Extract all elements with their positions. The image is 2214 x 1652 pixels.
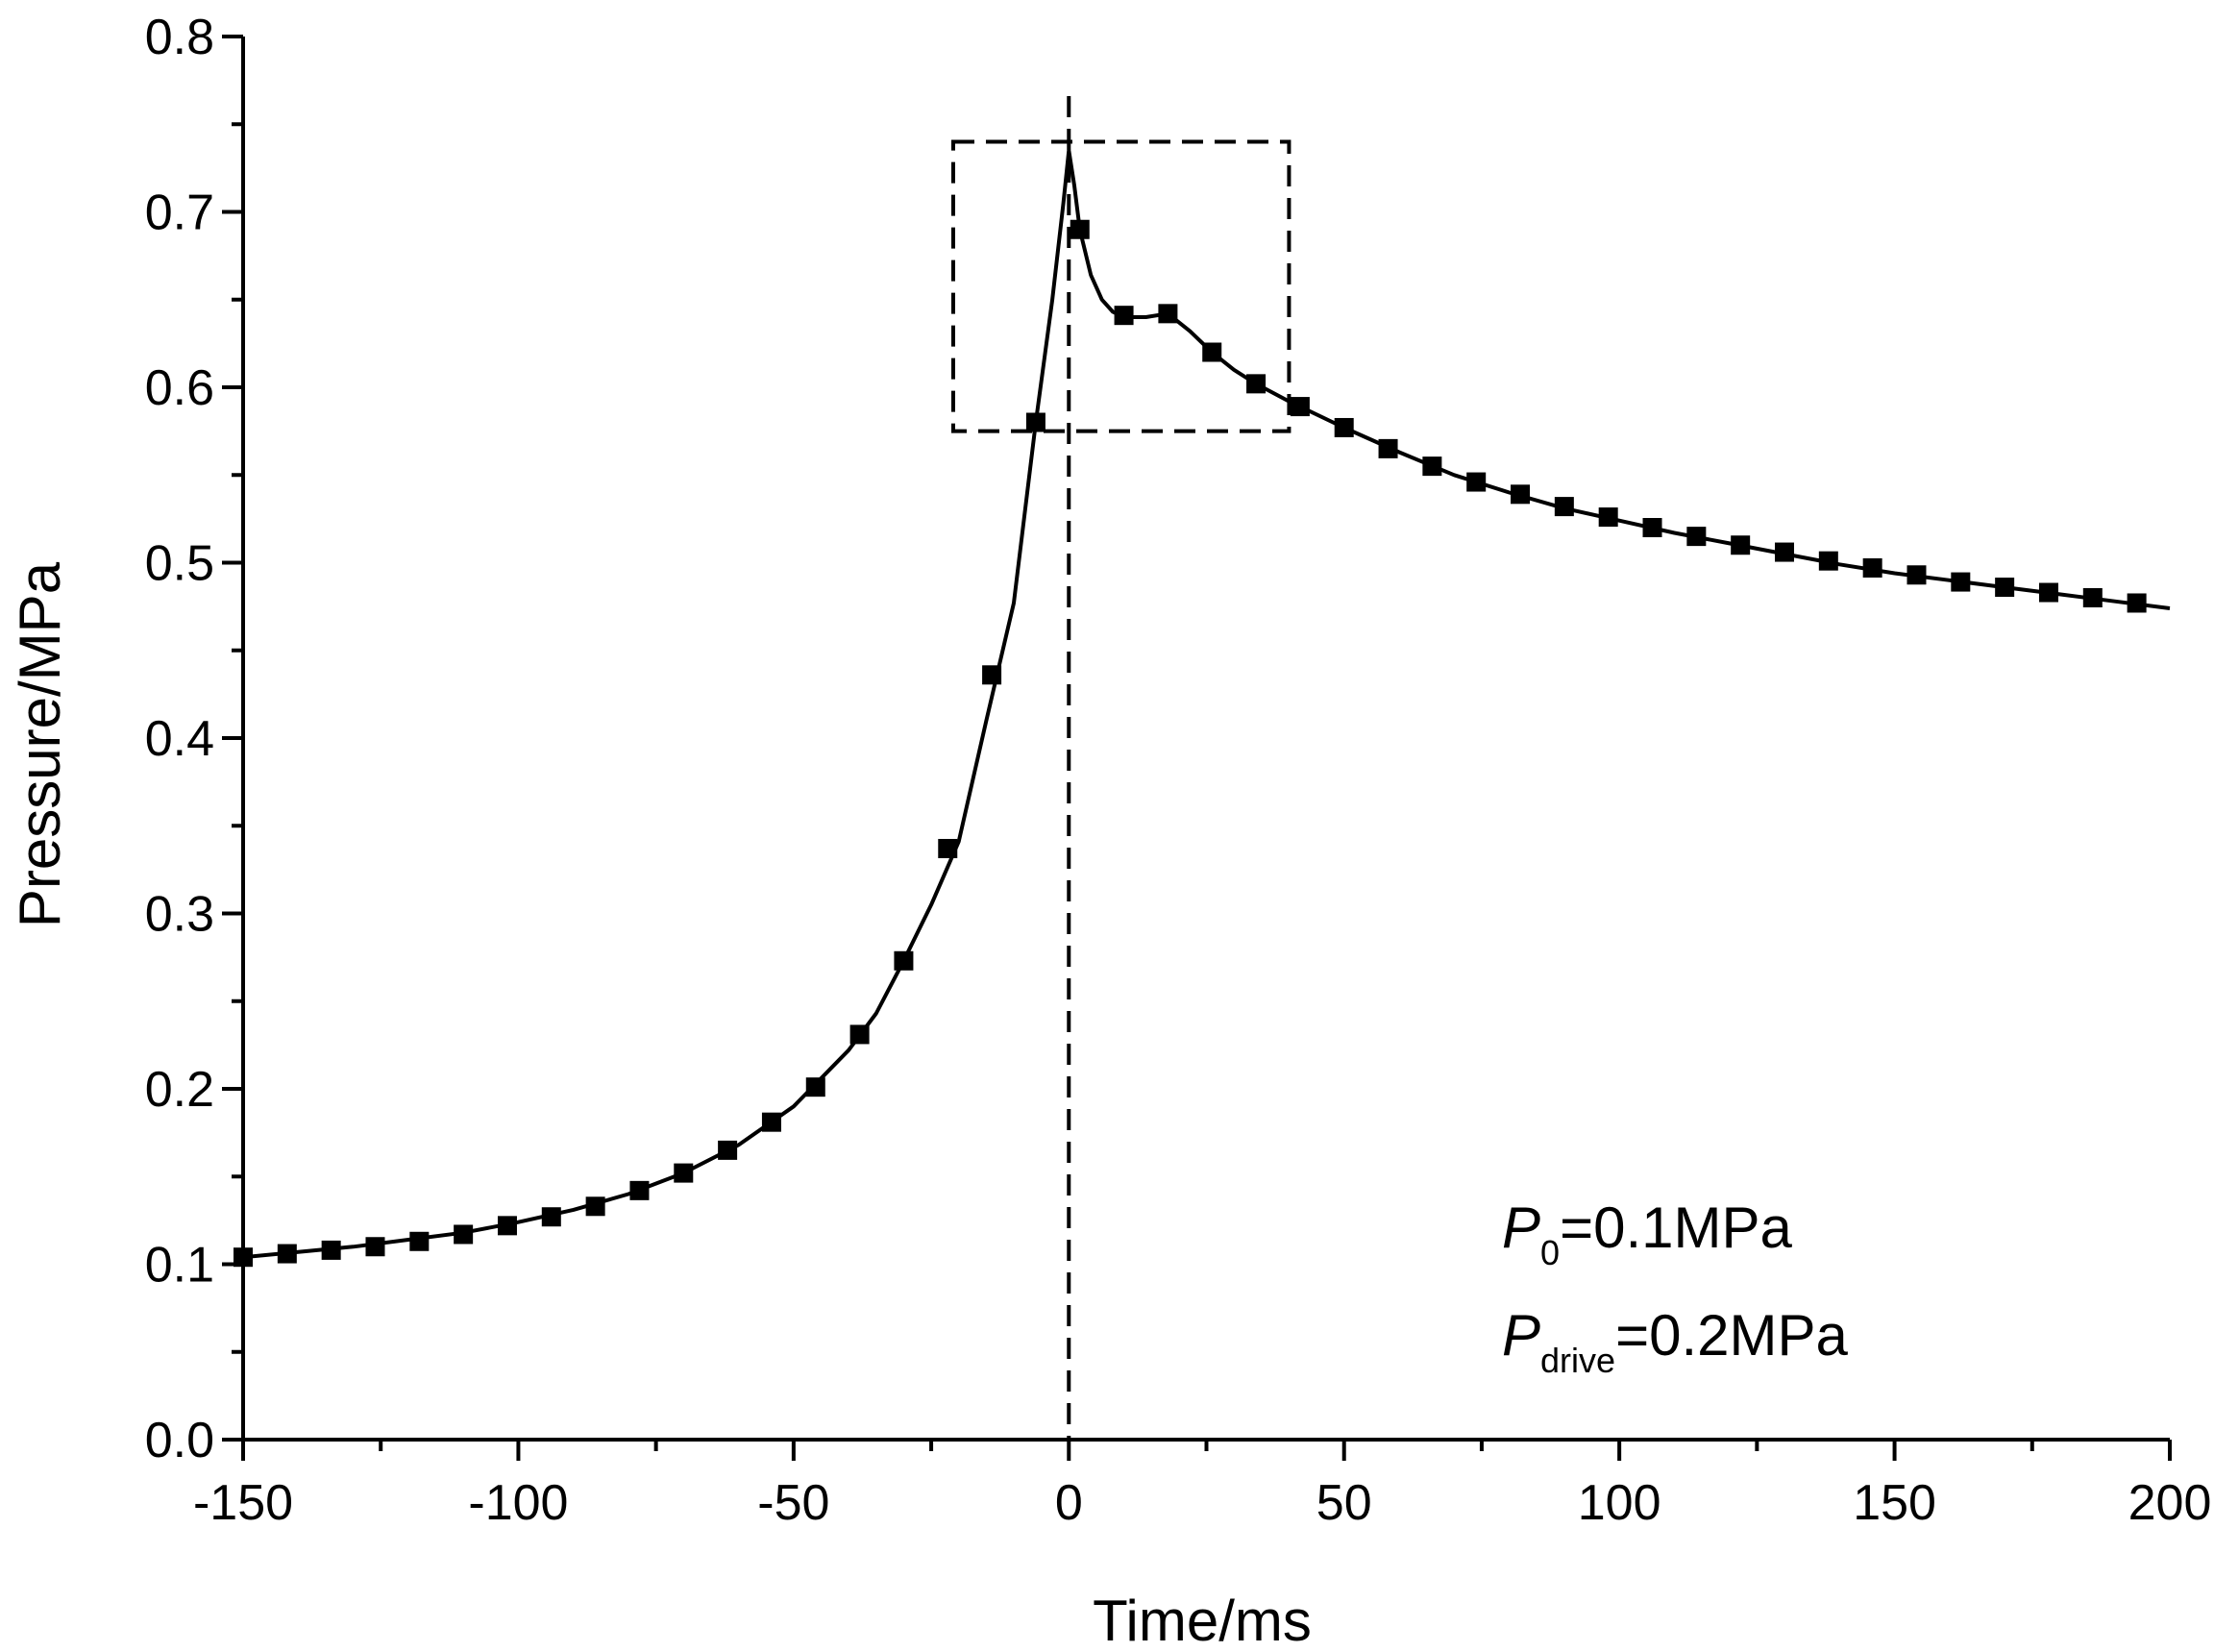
data-point-marker	[365, 1237, 385, 1257]
annotation-pdrive-subscript: drive	[1540, 1341, 1615, 1380]
annotation-pdrive-symbol: P	[1502, 1303, 1540, 1368]
data-point-marker	[1642, 518, 1662, 537]
data-point-marker	[894, 950, 914, 971]
data-point-marker	[234, 1247, 253, 1268]
x-axis-ticks: -150 -100 -50 0 50 100 150 200	[193, 1440, 2211, 1531]
annotation-pdrive-value: =0.2MPa	[1615, 1303, 1848, 1368]
y-tick-label: 0.8	[145, 10, 214, 65]
highlight-box	[950, 139, 1292, 433]
data-point-marker	[2127, 593, 2147, 613]
data-point-marker	[1951, 572, 1971, 592]
x-tick-label: 150	[1853, 1475, 1936, 1531]
data-point-marker	[1290, 397, 1310, 417]
y-axis-title: Pressure/MPa	[8, 561, 72, 927]
y-tick-label: 0.6	[145, 360, 214, 416]
x-axis-title: Time/ms	[1093, 1589, 1312, 1652]
data-point-marker	[1511, 484, 1531, 505]
x-tick-label: -150	[193, 1475, 293, 1531]
y-tick-label: 0.3	[145, 887, 214, 943]
y-tick-label: 0.1	[145, 1238, 214, 1294]
data-point-marker	[718, 1140, 738, 1160]
data-point-marker	[1995, 578, 2015, 598]
data-point-marker	[1906, 565, 1927, 585]
annotation-pdrive: Pdrive=0.2MPa	[1502, 1303, 1849, 1380]
data-point-marker	[1246, 374, 1267, 394]
data-point-marker	[849, 1024, 870, 1045]
y-tick-label: 0.7	[145, 185, 214, 241]
data-point-marker	[2082, 588, 2103, 607]
pressure-series-line	[242, 148, 2171, 1260]
data-point-marker	[454, 1224, 474, 1245]
data-point-marker	[1731, 535, 1751, 555]
data-point-marker	[277, 1244, 297, 1264]
data-point-marker	[1598, 507, 1618, 528]
data-point-marker	[1422, 456, 1442, 477]
data-point-marker	[1070, 219, 1090, 239]
x-tick-label: 100	[1578, 1475, 1661, 1531]
y-axis-ticks: 0.0 0.1 0.2 0.3 0.4 0.5 0.6 0.7 0.8	[145, 10, 243, 1468]
y-tick-label: 0.5	[145, 536, 214, 592]
data-point-marker	[629, 1180, 650, 1200]
y-tick-label: 0.0	[145, 1413, 214, 1468]
data-point-marker	[1378, 438, 1398, 458]
data-point-marker	[497, 1216, 517, 1236]
data-point-marker	[1466, 472, 1487, 492]
data-point-marker	[1775, 542, 1794, 562]
annotation-p0-symbol: P	[1502, 1196, 1540, 1260]
data-point-marker	[1818, 551, 1838, 571]
data-point-marker	[761, 1112, 781, 1132]
data-point-marker	[1158, 304, 1178, 324]
data-point-marker	[1554, 497, 1574, 517]
data-point-marker	[982, 665, 1002, 685]
y-tick-label: 0.4	[145, 711, 214, 767]
annotation-p0: P0=0.1MPa	[1502, 1196, 1793, 1272]
annotation-p0-subscript: 0	[1540, 1233, 1560, 1272]
y-tick-label: 0.2	[145, 1062, 214, 1118]
data-point-marker	[674, 1163, 694, 1183]
data-point-marker	[1025, 412, 1046, 432]
x-tick-label: -50	[757, 1475, 829, 1531]
data-point-marker	[1686, 527, 1707, 547]
data-point-marker	[1202, 342, 1222, 362]
x-tick-label: 0	[1055, 1475, 1083, 1531]
data-point-marker	[409, 1231, 430, 1251]
data-point-marker	[541, 1207, 561, 1227]
data-point-marker	[321, 1240, 341, 1260]
data-point-marker	[1114, 306, 1134, 326]
pressure-series-markers	[234, 219, 2147, 1268]
x-tick-label: 200	[2128, 1475, 2212, 1531]
x-tick-label: 50	[1316, 1475, 1372, 1531]
data-point-marker	[2038, 582, 2058, 603]
annotation-p0-value: =0.1MPa	[1560, 1196, 1792, 1260]
data-point-marker	[805, 1077, 825, 1097]
x-tick-label: -100	[468, 1475, 568, 1531]
data-point-marker	[1862, 557, 1882, 578]
data-point-marker	[938, 838, 958, 858]
data-point-marker	[1334, 417, 1354, 437]
data-point-marker	[585, 1196, 605, 1217]
